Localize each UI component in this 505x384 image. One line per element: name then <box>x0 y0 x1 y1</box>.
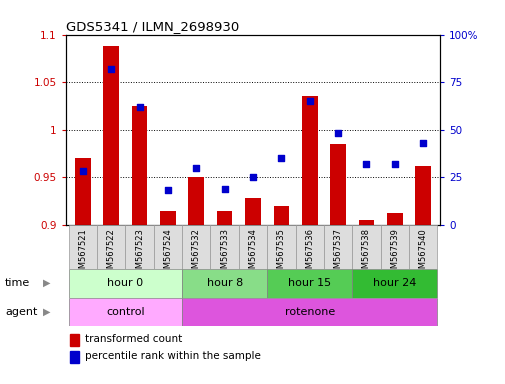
Text: GSM567533: GSM567533 <box>220 228 229 279</box>
Point <box>277 155 285 161</box>
Text: GDS5341 / ILMN_2698930: GDS5341 / ILMN_2698930 <box>66 20 238 33</box>
FancyBboxPatch shape <box>295 225 323 269</box>
Text: ▶: ▶ <box>43 278 50 288</box>
Point <box>333 130 341 136</box>
Text: rotenone: rotenone <box>284 307 334 317</box>
Bar <box>188 177 204 225</box>
Text: ▶: ▶ <box>43 307 50 317</box>
Text: GSM567535: GSM567535 <box>276 228 285 279</box>
Bar <box>69 351 79 363</box>
Text: GSM567536: GSM567536 <box>305 228 314 279</box>
FancyBboxPatch shape <box>210 225 238 269</box>
Point <box>135 104 143 110</box>
Text: time: time <box>5 278 30 288</box>
Text: GSM567521: GSM567521 <box>78 228 87 279</box>
Text: agent: agent <box>5 307 37 317</box>
Text: GSM567522: GSM567522 <box>107 228 116 279</box>
Text: percentile rank within the sample: percentile rank within the sample <box>84 351 260 361</box>
Text: control: control <box>106 307 144 317</box>
Point <box>107 66 115 72</box>
FancyBboxPatch shape <box>97 225 125 269</box>
Bar <box>131 106 147 225</box>
FancyBboxPatch shape <box>125 225 154 269</box>
Point <box>192 164 200 170</box>
Point <box>390 161 398 167</box>
FancyBboxPatch shape <box>69 225 97 269</box>
Point <box>248 174 257 180</box>
Text: hour 0: hour 0 <box>107 278 143 288</box>
Bar <box>103 46 119 225</box>
Bar <box>75 158 90 225</box>
FancyBboxPatch shape <box>69 269 182 298</box>
FancyBboxPatch shape <box>408 225 436 269</box>
Bar <box>69 334 79 346</box>
FancyBboxPatch shape <box>182 298 436 326</box>
Point <box>220 185 228 192</box>
FancyBboxPatch shape <box>267 225 295 269</box>
Text: transformed count: transformed count <box>84 334 181 344</box>
FancyBboxPatch shape <box>238 225 267 269</box>
Text: GSM567524: GSM567524 <box>163 228 172 279</box>
FancyBboxPatch shape <box>182 269 267 298</box>
Text: hour 15: hour 15 <box>288 278 331 288</box>
Bar <box>273 205 288 225</box>
Text: GSM567540: GSM567540 <box>418 228 427 279</box>
FancyBboxPatch shape <box>154 225 182 269</box>
Point <box>164 187 172 194</box>
Text: GSM567538: GSM567538 <box>361 228 370 279</box>
Bar <box>330 144 345 225</box>
Bar <box>160 211 175 225</box>
Bar <box>358 220 374 225</box>
Text: GSM567537: GSM567537 <box>333 228 342 279</box>
FancyBboxPatch shape <box>267 269 351 298</box>
Bar <box>217 211 232 225</box>
Text: hour 8: hour 8 <box>206 278 242 288</box>
Text: GSM567523: GSM567523 <box>135 228 144 279</box>
Text: GSM567539: GSM567539 <box>389 228 398 279</box>
Text: GSM567532: GSM567532 <box>191 228 200 279</box>
Bar <box>301 96 317 225</box>
Point <box>79 168 87 174</box>
FancyBboxPatch shape <box>351 225 380 269</box>
Bar <box>245 198 260 225</box>
FancyBboxPatch shape <box>351 269 436 298</box>
Bar <box>415 166 430 225</box>
Text: hour 24: hour 24 <box>372 278 416 288</box>
FancyBboxPatch shape <box>323 225 351 269</box>
Text: GSM567534: GSM567534 <box>248 228 257 279</box>
Point <box>362 161 370 167</box>
FancyBboxPatch shape <box>69 298 182 326</box>
Point <box>305 98 313 104</box>
Bar <box>386 213 402 225</box>
Point <box>418 140 426 146</box>
FancyBboxPatch shape <box>182 225 210 269</box>
FancyBboxPatch shape <box>380 225 408 269</box>
